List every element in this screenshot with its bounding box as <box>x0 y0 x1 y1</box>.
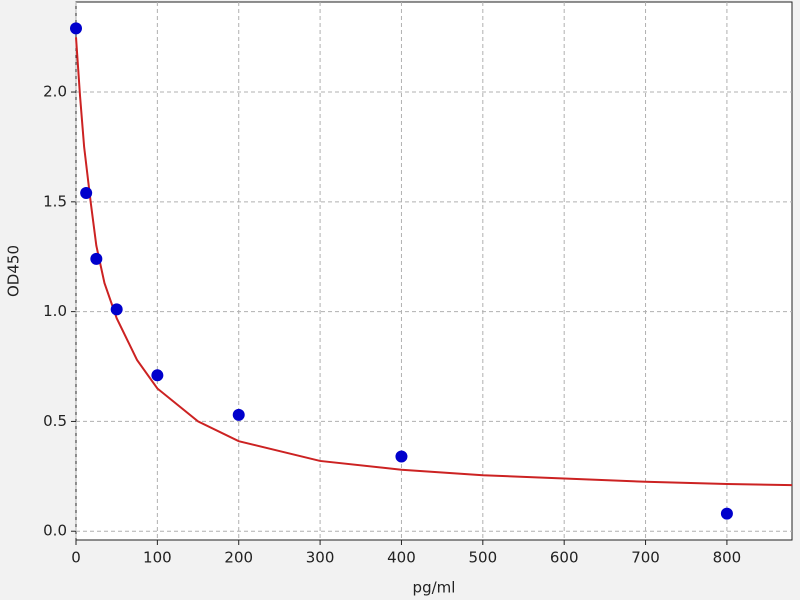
x-tick-label: 400 <box>387 549 416 567</box>
data-point <box>151 369 164 382</box>
x-tick-label: 200 <box>224 549 253 567</box>
x-tick-label: 300 <box>306 549 335 567</box>
y-axis-label: OD450 <box>5 245 23 297</box>
plot-area <box>75 1 793 541</box>
x-tick-label: 700 <box>631 549 660 567</box>
data-point <box>110 303 123 316</box>
data-point <box>720 507 733 520</box>
y-tick-label: 1.5 <box>43 192 67 210</box>
x-tick-label: 500 <box>468 549 497 567</box>
y-tick-label: 0.0 <box>43 522 67 540</box>
x-tick-label: 600 <box>550 549 579 567</box>
x-tick-label: 800 <box>713 549 742 567</box>
data-point <box>90 252 103 265</box>
x-tick-label: 0 <box>71 549 81 567</box>
data-point <box>232 408 245 421</box>
data-point <box>395 450 408 463</box>
x-tick-label: 100 <box>143 549 172 567</box>
x-axis-label: pg/ml <box>413 579 456 597</box>
data-point <box>70 22 82 35</box>
y-tick-label: 0.5 <box>43 412 67 430</box>
y-tick-label: 2.0 <box>43 83 67 101</box>
data-point <box>80 187 93 200</box>
y-tick-label: 1.0 <box>43 302 67 320</box>
